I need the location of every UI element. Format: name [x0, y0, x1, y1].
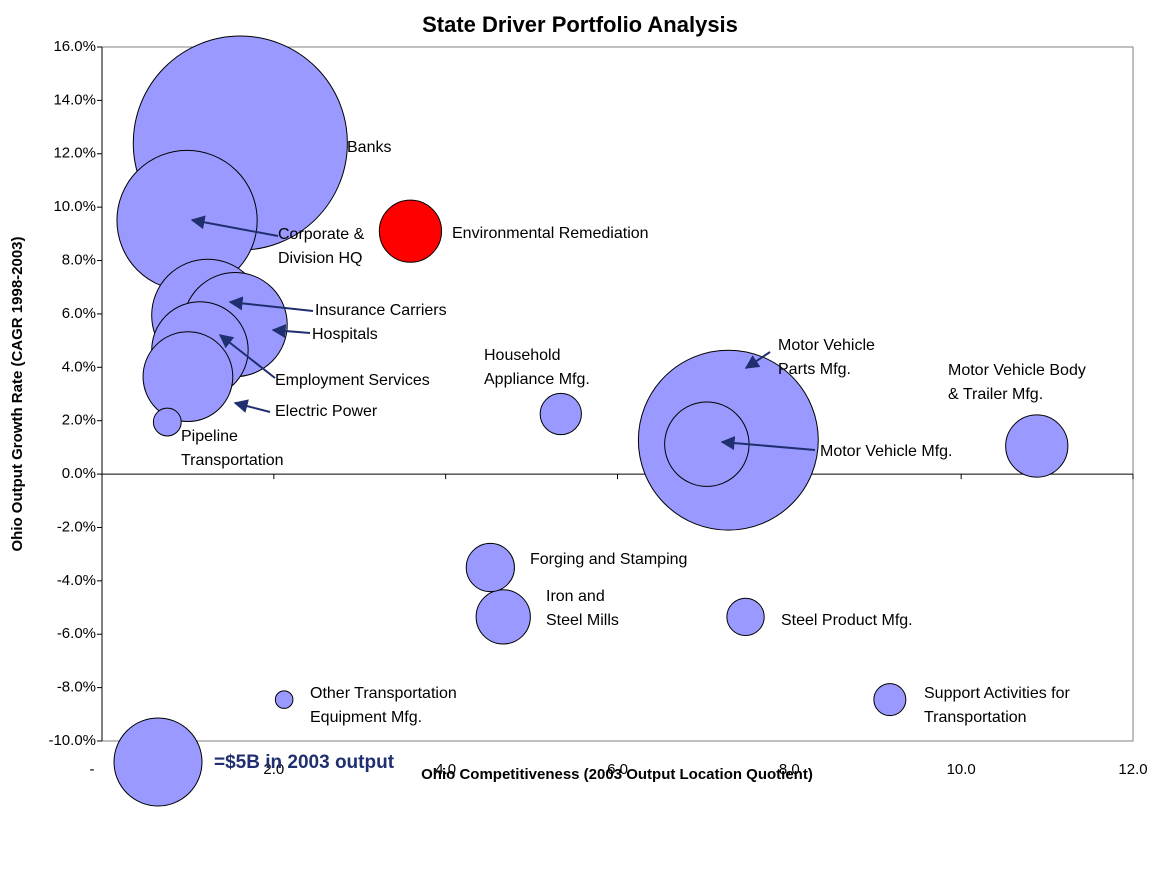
- bubble-label: Household: [484, 347, 561, 364]
- y-tick-label: -2.0%: [57, 518, 96, 535]
- size-legend-label: =$5B in 2003 output: [214, 752, 395, 773]
- bubble-label: Transportation: [924, 709, 1027, 726]
- chart-title: State Driver Portfolio Analysis: [422, 12, 738, 37]
- bubble: [142, 331, 234, 423]
- bubble-label: Pipeline: [181, 428, 238, 445]
- label-arrow: [271, 324, 311, 338]
- y-tick-label: 12.0%: [53, 145, 96, 162]
- y-tick-label: 0.0%: [62, 465, 96, 482]
- bubble-label: Division HQ: [278, 250, 362, 267]
- y-tick-label: 10.0%: [53, 198, 96, 215]
- y-tick-label: 8.0%: [62, 252, 96, 269]
- label-arrow: [720, 436, 816, 451]
- y-tick-label: -8.0%: [57, 679, 96, 696]
- bubble-label: Parts Mfg.: [778, 361, 851, 378]
- bubble: [539, 392, 582, 436]
- bubble-label: Environmental Remediation: [452, 225, 649, 242]
- bubble-label: Appliance Mfg.: [484, 371, 590, 388]
- label-arrow: [218, 334, 276, 379]
- label-arrow: [190, 215, 279, 237]
- bubble-label: Electric Power: [275, 403, 378, 420]
- bubble-label: Forging and Stamping: [530, 551, 687, 568]
- x-tick-label: 10.0: [947, 761, 976, 778]
- x-tick-label: 2.0: [263, 761, 284, 778]
- label-arrow: [744, 351, 771, 369]
- x-tick-label: 8.0: [779, 761, 800, 778]
- label-arrow: [233, 399, 271, 413]
- y-tick-label: 4.0%: [62, 358, 96, 375]
- bubble: [475, 589, 531, 645]
- y-tick-label: 14.0%: [53, 91, 96, 108]
- bubble-label: Insurance Carriers: [315, 302, 447, 319]
- bubble-label: Motor Vehicle Body: [948, 362, 1086, 379]
- bubble-label: & Trailer Mfg.: [948, 386, 1043, 403]
- y-tick-label: -10.0%: [48, 732, 96, 749]
- y-tick-label: 16.0%: [53, 38, 96, 55]
- bubble: [726, 597, 765, 637]
- y-tick-label: 2.0%: [62, 412, 96, 429]
- x-tick-label: -: [90, 761, 95, 778]
- bubble-label: Transportation: [181, 452, 284, 469]
- bubble-label: Other Transportation: [310, 685, 457, 702]
- bubble-label: Motor Vehicle: [778, 337, 875, 354]
- bubble-label: Support Activities for: [924, 685, 1071, 702]
- bubble-label: Steel Mills: [546, 612, 619, 629]
- bubble-label: Employment Services: [275, 372, 430, 389]
- y-axis-title: Ohio Output Growth Rate (CAGR 1998-2003): [9, 236, 26, 551]
- x-tick-label: 4.0: [435, 761, 456, 778]
- bubble: [465, 542, 515, 593]
- label-arrow: [228, 296, 314, 312]
- bubble-label: Banks: [347, 139, 391, 156]
- bubble-label: Motor Vehicle Mfg.: [820, 443, 953, 460]
- bubble-label: Corporate &: [278, 226, 365, 243]
- bubble: [1005, 414, 1069, 478]
- x-axis-title: Ohio Competitiveness (2003 Output Locati…: [421, 766, 813, 783]
- bubble-label: Steel Product Mfg.: [781, 612, 913, 629]
- y-tick-label: 6.0%: [62, 305, 96, 322]
- bubble: [274, 690, 294, 709]
- bubble: [873, 683, 907, 717]
- bubble: [152, 407, 182, 437]
- size-legend-bubble: [113, 717, 203, 807]
- x-tick-label: 6.0: [607, 761, 628, 778]
- y-tick-label: -4.0%: [57, 572, 96, 589]
- bubble-label: Iron and: [546, 588, 605, 605]
- x-tick-label: 12.0: [1118, 761, 1147, 778]
- y-tick-label: -6.0%: [57, 625, 96, 642]
- bubble: [378, 199, 443, 263]
- bubble-label: Equipment Mfg.: [310, 709, 422, 726]
- bubble-label: Hospitals: [312, 326, 378, 343]
